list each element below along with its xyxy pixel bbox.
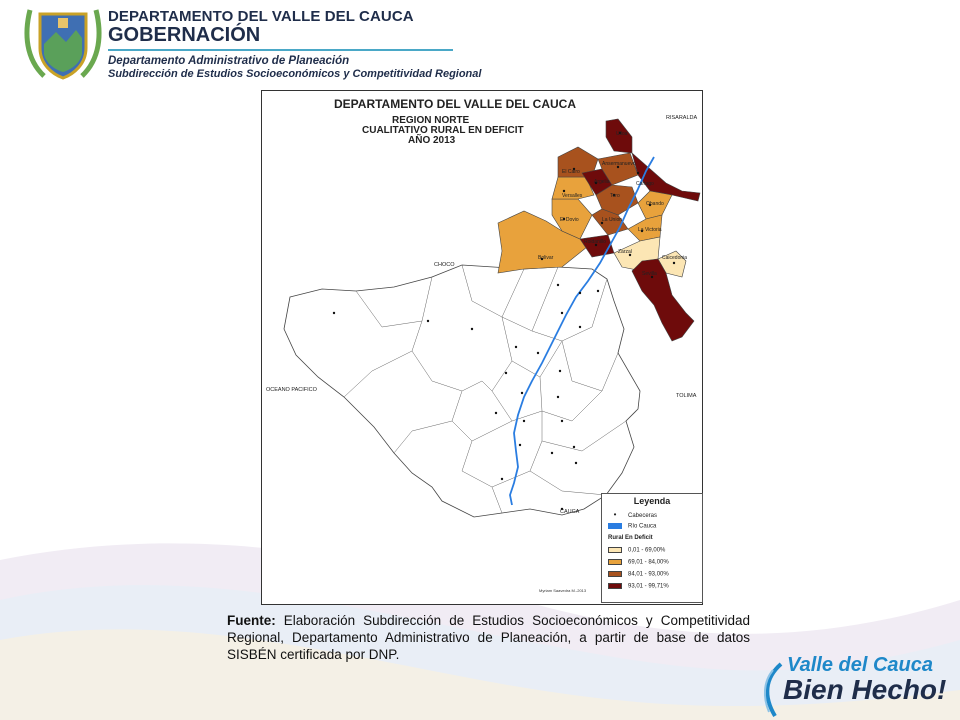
label-argelia: Argelia (594, 179, 610, 185)
legend-class-1-label: 0,01 - 69,00% (628, 547, 666, 554)
class-1-swatch (608, 547, 622, 553)
label-bolivar: Bolivar (538, 255, 554, 261)
legend-class-4-label: 93,01 - 99,71% (628, 583, 669, 590)
sevilla-region (631, 258, 695, 342)
header-divider (108, 49, 453, 51)
legend-row-river: Río Cauca (608, 523, 656, 530)
label-sevilla: Sevilla (642, 271, 657, 277)
legend-row-class-4: 93,01 - 99,71% (608, 583, 669, 590)
government-heading: GOBERNACIÓN (108, 24, 261, 46)
label-la-union: La Union (602, 217, 623, 223)
label-caicedonia: Caicedonia (662, 255, 688, 261)
label-risaralda: RISARALDA (666, 115, 698, 121)
map-subtitle-year: AÑO 2013 (408, 135, 456, 146)
legend-row-class-1: 0,01 - 69,00% (608, 547, 665, 554)
label-el-cairo: El Cairo (562, 169, 580, 175)
brand-line-1: Valle del Cauca (787, 654, 933, 676)
el-cairo-region (557, 146, 599, 178)
legend-row-cabeceras: • Cabeceras (608, 510, 657, 519)
label-choco: CHOCO (434, 262, 455, 268)
label-ulloa: Ulloa (616, 131, 628, 137)
brand-line-2: Bien Hecho! (783, 674, 947, 705)
cauca-river (509, 156, 655, 506)
legend-class-2-label: 69,01 - 84,00% (628, 559, 669, 566)
crest-icon (24, 9, 102, 80)
map-subtitle-region: REGION NORTE (392, 115, 470, 126)
swoosh-icon (763, 662, 783, 718)
source-text: Elaboración Subdirección de Estudios Soc… (227, 613, 750, 662)
label-ansermanuevo: Ansermanuevo (602, 161, 636, 167)
legend-row-class-3: 84,01 - 93,00% (608, 571, 669, 578)
map-legend: Leyenda • Cabeceras Río Cauca Rural En De… (601, 493, 703, 603)
label-zarzal: Zarzal (618, 249, 632, 255)
legend-row-class-2: 69,01 - 84,00% (608, 559, 669, 566)
label-cauca: CAUCA (560, 509, 580, 515)
legend-title: Leyenda (633, 496, 671, 506)
office-name: Departamento Administrativo de Planeació… (108, 55, 350, 67)
la-victoria-region (627, 214, 663, 242)
class-3-swatch (608, 571, 622, 577)
label-tolima: TOLIMA (676, 393, 697, 399)
river-swatch (608, 523, 622, 529)
label-cartago: Cartago (636, 181, 654, 187)
department-heading: DEPARTAMENTO DEL VALLE DEL CAUCA (108, 8, 414, 25)
brand-logo: Valle del Cauca Bien Hecho! (757, 652, 957, 720)
map-author-credit: Myriam Saavedra M.-2013 (539, 588, 587, 593)
map-subtitle-topic: CUALITATIVO RURAL EN DEFICIT (362, 125, 524, 136)
dot-icon: • (613, 510, 617, 519)
obando-region (637, 190, 673, 220)
legend-section-title: Rural En Deficit (608, 535, 653, 541)
class-2-swatch (608, 559, 622, 565)
label-oceano-pacifico: OCEANO PACIFICO (266, 387, 317, 393)
class-4-swatch (608, 583, 622, 589)
map-title: DEPARTAMENTO DEL VALLE DEL CAUCA (334, 97, 577, 111)
header: DEPARTAMENTO DEL VALLE DEL CAUCA GOBERNA… (0, 0, 960, 95)
map-canvas (283, 118, 701, 518)
label-la-victoria: La Victoria (638, 227, 662, 233)
label-obando: Obando (646, 201, 664, 207)
source-label: Fuente: (227, 613, 276, 628)
label-toro: Toro (610, 193, 620, 199)
legend-river-label: Río Cauca (628, 523, 657, 530)
map-frame: DEPARTAMENTO DEL VALLE DEL CAUCA REGION … (261, 90, 703, 605)
source-note: Fuente: Elaboración Subdirección de Estu… (227, 612, 750, 663)
label-versalles: Versalles (562, 193, 583, 199)
legend-cabeceras-label: Cabeceras (628, 513, 658, 519)
label-el-dovio: El Dovio (560, 217, 579, 223)
legend-class-3-label: 84,01 - 93,00% (628, 571, 669, 578)
subdivision-name: Subdirección de Estudios Socioeconómicos… (108, 68, 482, 80)
label-roldanillo: Roldanillo (584, 239, 606, 245)
ansermanuevo-region (597, 152, 639, 186)
